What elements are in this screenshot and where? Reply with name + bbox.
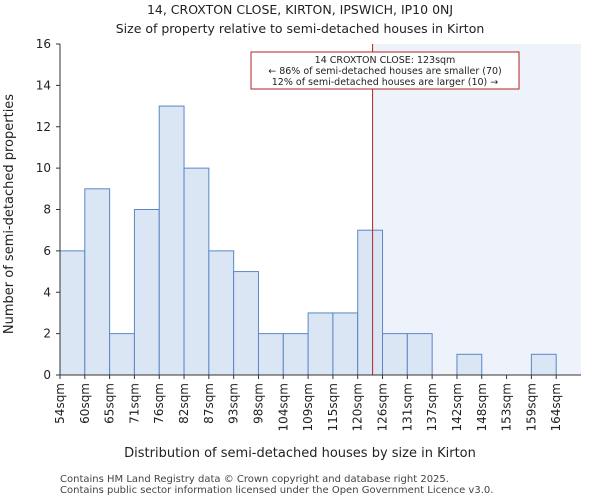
annotation-line-2: ← 86% of semi-detached houses are smalle… [268,66,502,77]
x-axis-label: Distribution of semi-detached houses by … [124,446,476,461]
bar-8 [257,333,284,376]
bar-13 [382,333,408,376]
annotation-line-1: 14 CROXTON CLOSE: 123sqm [315,55,456,66]
y-tick-label-7: 14 [36,78,51,92]
bar-2 [109,333,135,376]
y-tick-label-5: 10 [36,161,51,175]
x-tick-label-6: 87sqm [202,383,216,424]
x-tick-label-18: 153sqm [500,383,514,431]
bar-0 [59,250,86,376]
x-tick-label-1: 60sqm [78,383,92,424]
x-tick-label-16: 142sqm [450,383,464,431]
y-tick-label-2: 4 [43,285,51,299]
bar-10 [307,312,334,376]
bar-9 [282,333,309,376]
x-tick-label-5: 82sqm [177,383,191,424]
chart-title: 14, CROXTON CLOSE, KIRTON, IPSWICH, IP10… [147,2,453,17]
y-axis-label: Number of semi-detached properties [2,94,17,334]
x-tick-label-9: 104sqm [276,383,290,431]
footer-line-2: Contains public sector information licen… [60,485,493,496]
x-tick-label-14: 131sqm [400,383,414,431]
x-tick-label-3: 71sqm [127,383,141,424]
bar-7 [233,271,259,376]
bar-16 [456,353,483,376]
x-tick-label-0: 54sqm [53,383,67,424]
x-tick-label-8: 98sqm [251,383,265,424]
x-tick-label-11: 115sqm [326,383,340,431]
x-tick-label-12: 120sqm [351,383,365,431]
x-tick-label-7: 93sqm [227,383,241,424]
x-tick-label-17: 148sqm [475,383,489,431]
y-tick-label-1: 2 [43,327,51,341]
annotation-box: 14 CROXTON CLOSE: 123sqm ← 86% of semi-d… [250,51,520,90]
bar-5 [183,167,210,376]
bar-1 [84,188,111,376]
x-tick-label-4: 76sqm [152,383,166,424]
x-tick-label-13: 126sqm [376,383,390,431]
y-tick-label-6: 12 [36,120,51,134]
annotation-border [250,51,520,90]
bar-19 [530,353,557,376]
bar-12 [357,229,384,376]
footer-line-1: Contains HM Land Registry data © Crown c… [60,474,449,485]
larger-region-highlight [372,44,581,375]
chart-subtitle: Size of property relative to semi-detach… [116,21,485,36]
y-tick-label-4: 8 [43,203,51,217]
bar-3 [133,209,160,376]
bar-6 [208,250,235,376]
y-tick-label-3: 6 [43,244,51,258]
bar-4 [158,105,185,376]
x-tick-label-20: 164sqm [549,383,563,431]
y-tick-label-0: 0 [43,368,51,382]
bar-11 [332,312,359,376]
x-tick-label-10: 109sqm [301,383,315,431]
bar-14 [406,333,433,376]
x-tick-label-15: 137sqm [425,383,439,431]
x-axis: 54sqm 60sqm 65sqm 71sqm 76sqm 82sqm 87sqm 93sqm… [53,374,581,431]
annotation-line-3: 12% of semi-detached houses are larger (… [272,77,499,88]
x-tick-label-2: 65sqm [103,383,117,424]
y-tick-label-8: 16 [36,37,51,51]
x-tick-label-19: 159sqm [524,383,538,431]
y-axis: 0 2 4 6 8 10 12 14 16 [36,37,61,382]
bars-group [59,105,557,376]
